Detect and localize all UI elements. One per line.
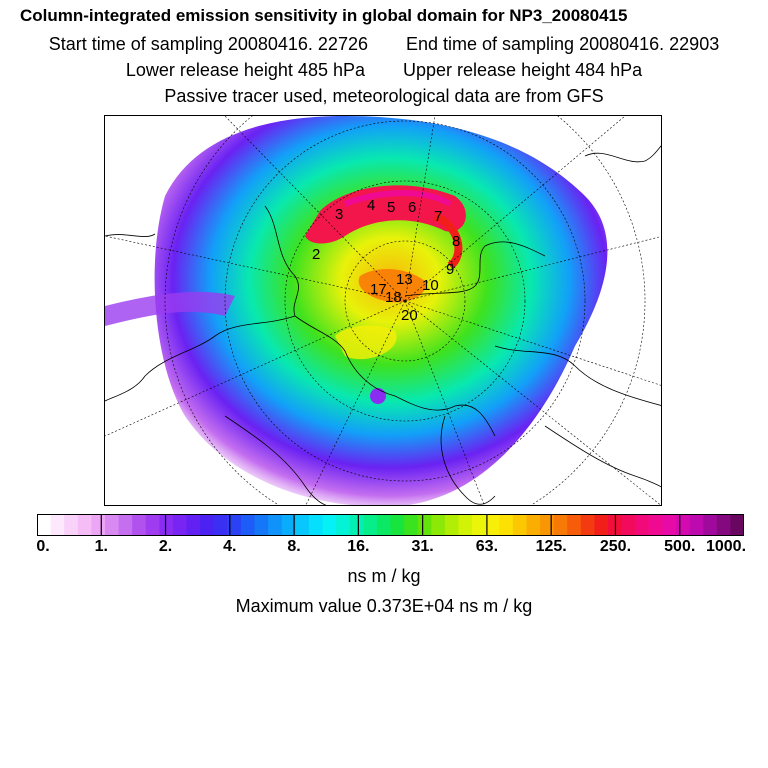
colorbar-swatch xyxy=(417,514,432,536)
colorbar-swatch xyxy=(281,514,296,536)
colorbar-swatch xyxy=(594,514,609,536)
colorbar-swatch xyxy=(64,514,79,536)
colorbar-tick-label: 31. xyxy=(411,538,434,555)
colorbar-swatch xyxy=(227,514,242,536)
colorbar-swatch xyxy=(526,514,541,536)
colorbar-tick-label: 1000. xyxy=(705,538,747,555)
colorbar-tick-label: 1. xyxy=(94,538,108,555)
sampling-times: Start time of sampling 20080416. 22726 En… xyxy=(0,34,768,55)
colorbar-swatch xyxy=(363,514,378,536)
sensitivity-field xyxy=(105,116,608,505)
sampling-start: Start time of sampling 20080416. 22726 xyxy=(48,34,368,54)
colorbar-tick-label: 250. xyxy=(599,538,632,555)
map-label: 10 xyxy=(422,277,439,294)
colorbar-swatch xyxy=(499,514,514,536)
colorbar-swatch xyxy=(567,514,582,536)
map-label: 6 xyxy=(408,199,416,216)
sampling-end: End time of sampling 20080416. 22903 xyxy=(405,34,720,54)
colorbar-tick-label: 8. xyxy=(287,538,301,555)
colorbar-tick-label: 500. xyxy=(664,538,696,555)
colorbar xyxy=(37,514,744,536)
colorbar-tick-label: 2. xyxy=(158,538,173,555)
maximum-value: Maximum value 0.373E+04 ns m / kg xyxy=(235,596,533,616)
colorbar-swatch xyxy=(404,514,419,536)
map-label: 5 xyxy=(387,199,395,216)
colorbar-swatch xyxy=(268,514,283,536)
colorbar-swatch xyxy=(716,514,732,536)
map-label: 2 xyxy=(312,246,320,263)
colorbar-tick-label: 0. xyxy=(36,538,50,555)
colorbar-tick-label: 63. xyxy=(475,538,499,555)
colorbar-swatch xyxy=(295,514,310,536)
colorbar-swatch xyxy=(676,514,691,536)
colorbar-swatch xyxy=(472,514,487,536)
graticule xyxy=(105,116,661,505)
plot-title: Column-integrated emission sensitivity i… xyxy=(20,6,628,25)
release-upper: Upper release height 484 hPa xyxy=(403,60,643,80)
colorbar-tick-label: 16. xyxy=(347,538,370,555)
colorbar-swatch xyxy=(376,514,392,536)
colorbar-swatch xyxy=(703,514,718,536)
colorbar-swatch xyxy=(485,514,500,536)
colorbar-swatch xyxy=(444,514,460,536)
colorbar-swatch xyxy=(200,514,215,536)
map-label: 9 xyxy=(446,261,454,278)
colorbar-swatch xyxy=(145,514,160,536)
colorbar-swatch xyxy=(662,514,677,536)
map-label: 18 xyxy=(385,289,402,306)
map-panel: 2 3 4 5 6 7 8 9 10 13 17 18 20 xyxy=(104,115,662,506)
colorbar-swatch xyxy=(458,514,473,536)
colorbar-tick-label: 125. xyxy=(535,538,567,555)
colorbar-swatch xyxy=(132,514,147,536)
colorbar-swatch xyxy=(322,514,337,536)
tracer-note: Passive tracer used, meteorological data… xyxy=(164,86,604,106)
colorbar-swatch xyxy=(77,514,92,536)
polar-map: 2 3 4 5 6 7 8 9 10 13 17 18 20 xyxy=(105,116,661,505)
colorbar-swatch xyxy=(512,514,528,536)
release-lower: Lower release height 485 hPa xyxy=(125,60,365,80)
colorbar-border xyxy=(37,514,744,536)
release-heights: Lower release height 485 hPa Upper releas… xyxy=(0,60,768,81)
colorbar-swatch xyxy=(159,514,174,536)
trajectory-labels: 2 3 4 5 6 7 8 9 10 13 17 18 20 xyxy=(312,197,460,324)
coastlines xyxy=(105,145,661,505)
map-label: 8 xyxy=(452,233,460,250)
map-label: 4 xyxy=(367,197,375,214)
colorbar-swatch xyxy=(336,514,351,536)
colorbar-swatch xyxy=(118,514,133,536)
map-label: 3 xyxy=(335,206,343,223)
colorbar-swatch xyxy=(50,514,65,536)
colorbar-swatch xyxy=(308,514,324,536)
colorbar-swatch xyxy=(621,514,636,536)
units-label: ns m / kg xyxy=(347,566,421,586)
map-label: 13 xyxy=(396,271,413,288)
colorbar-swatch xyxy=(689,514,704,536)
colorbar-swatch xyxy=(349,514,364,536)
colorbar-swatch xyxy=(540,514,555,536)
colorbar-swatch xyxy=(553,514,568,536)
colorbar-swatch xyxy=(240,514,256,536)
colorbar-swatch xyxy=(37,514,52,536)
colorbar-tick-label: 4. xyxy=(223,538,237,555)
colorbar-swatch xyxy=(390,514,405,536)
colorbar-swatch xyxy=(172,514,188,536)
colorbar-swatch xyxy=(730,514,744,536)
colorbar-swatch xyxy=(186,514,201,536)
colorbar-swatch xyxy=(648,514,664,536)
colorbar-swatch xyxy=(213,514,228,536)
map-label: 17 xyxy=(370,281,387,298)
colorbar-swatch xyxy=(104,514,120,536)
colorbar-swatch xyxy=(580,514,596,536)
colorbar-swatch xyxy=(431,514,446,536)
colorbar-swatch xyxy=(254,514,269,536)
map-label: 7 xyxy=(434,208,442,225)
colorbar-swatch xyxy=(635,514,650,536)
colorbar-swatch xyxy=(91,514,106,536)
map-label: 20 xyxy=(401,307,418,324)
